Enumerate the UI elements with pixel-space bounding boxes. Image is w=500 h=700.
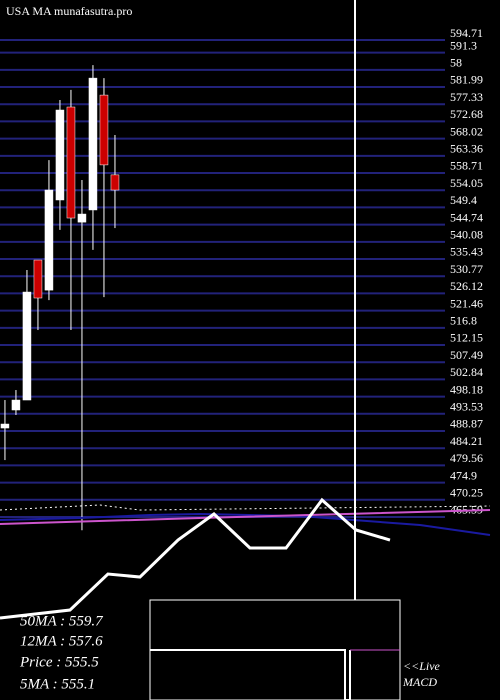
y-tick-label: 526.12 [450, 279, 483, 293]
y-tick-label: 540.08 [450, 228, 483, 242]
y-tick-label: 58 [450, 56, 462, 70]
candle-body [99, 94, 109, 166]
y-tick-label: 568.02 [450, 124, 483, 138]
y-tick-label: 594.71 [450, 26, 483, 40]
indicator-line [0, 504, 490, 511]
indicator-line [0, 513, 491, 537]
macd-line [150, 649, 351, 700]
candle-body [33, 259, 43, 299]
indicator-line [0, 509, 491, 526]
y-tick-label: 563.36 [450, 142, 483, 156]
candle-body [44, 189, 54, 291]
macd-label: MACD [402, 675, 437, 689]
candle-body [77, 213, 87, 223]
marks [0, 65, 491, 620]
y-tick-label: 479.56 [450, 451, 483, 465]
y-tick-label: 572.68 [450, 107, 483, 121]
info-line: 5MA : 555.1 [20, 676, 95, 692]
candle-body [88, 77, 98, 211]
y-tick-label: 521.46 [450, 296, 483, 310]
y-tick-label: 488.87 [450, 417, 483, 431]
info-line: 12MA : 557.6 [20, 633, 103, 649]
y-tick-label: 544.74 [450, 210, 483, 224]
candle-body [22, 291, 32, 401]
y-tick-label: 577.33 [450, 90, 483, 104]
y-tick-label: 516.8 [450, 314, 477, 328]
y-tick-label: 558.71 [450, 159, 483, 173]
y-tick-label: 502.84 [450, 365, 483, 379]
candle-body [11, 399, 21, 411]
y-tick-label: 484.21 [450, 434, 483, 448]
info-line: Price : 555.5 [19, 654, 99, 670]
y-tick-label: 530.77 [450, 262, 483, 276]
indicator-line [0, 497, 391, 620]
y-tick-label: 474.9 [450, 468, 477, 482]
info-line: 50MA : 559.7 [20, 613, 104, 629]
y-tick-label: 581.99 [450, 73, 483, 87]
macd-label: <<Live [403, 659, 441, 673]
y-tick-label: 535.43 [450, 245, 483, 259]
candle-body [0, 423, 10, 429]
candle-body [55, 109, 65, 201]
candle-body [66, 106, 76, 219]
y-tick-label: 470.25 [450, 486, 483, 500]
y-tick-label: 591.3 [450, 38, 477, 52]
y-tick-label: 554.05 [450, 176, 483, 190]
y-tick-label: 498.18 [450, 382, 483, 396]
y-tick-label: 512.15 [450, 331, 483, 345]
chart-title: USA MA munafasutra.pro [6, 4, 132, 18]
y-tick-label: 507.49 [450, 348, 483, 362]
y-tick-label: 549.4 [450, 193, 477, 207]
candle-body [110, 174, 120, 191]
y-tick-label: 493.53 [450, 400, 483, 414]
